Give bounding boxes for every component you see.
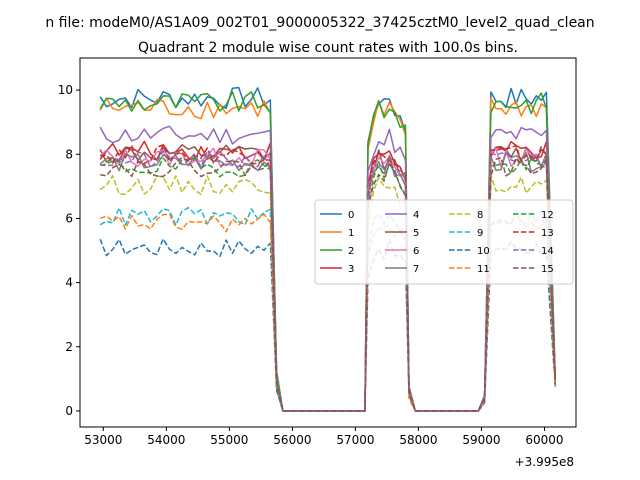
x-tick-label: 59000 [462,433,500,447]
legend-label-15: 15 [541,264,554,275]
figure-suptitle: n file: modeM0/AS1A09_002T01_9000005322_… [45,15,594,31]
legend-label-12: 12 [541,210,554,221]
chart-title: Quadrant 2 module wise count rates with … [138,40,518,56]
x-tick-label: 60000 [525,433,563,447]
legend-box [314,199,574,285]
x-tick-label: 58000 [399,433,437,447]
series-line-15 [100,156,556,412]
x-axis: 53000 54000 55000 56000 57000 58000 59000 60000 [84,427,564,447]
series-lines [99,86,556,412]
x-tick-label: 55000 [210,433,248,447]
y-tick-label: 2 [65,340,73,354]
legend-label-5: 5 [413,228,419,239]
legend-label-8: 8 [477,210,483,221]
plot-frame [79,57,577,428]
x-tick-label: 56000 [273,433,311,447]
legend-label-2: 2 [348,246,354,257]
legend-label-9: 9 [477,228,483,239]
legend-label-10: 10 [477,246,490,257]
legend-label-11: 11 [477,264,490,275]
x-tick-label: 53000 [84,433,122,447]
legend-label-0: 0 [348,210,354,221]
y-tick-label: 10 [58,83,73,97]
legend-label-3: 3 [348,264,354,275]
legend-label-14: 14 [541,246,554,257]
x-offset-label: +3.995e8 [515,455,574,469]
y-axis: 0 2 4 6 8 10 [58,83,80,418]
legend-label-6: 6 [413,246,419,257]
x-tick-label: 54000 [147,433,185,447]
y-tick-label: 4 [65,276,73,290]
legend-label-13: 13 [541,228,554,239]
legend-label-4: 4 [413,210,419,221]
y-tick-label: 0 [65,404,73,418]
legend-label-1: 1 [348,228,354,239]
x-tick-label: 57000 [336,433,374,447]
y-tick-label: 6 [65,211,73,225]
legend-label-7: 7 [413,264,419,275]
y-tick-label: 8 [65,147,73,161]
